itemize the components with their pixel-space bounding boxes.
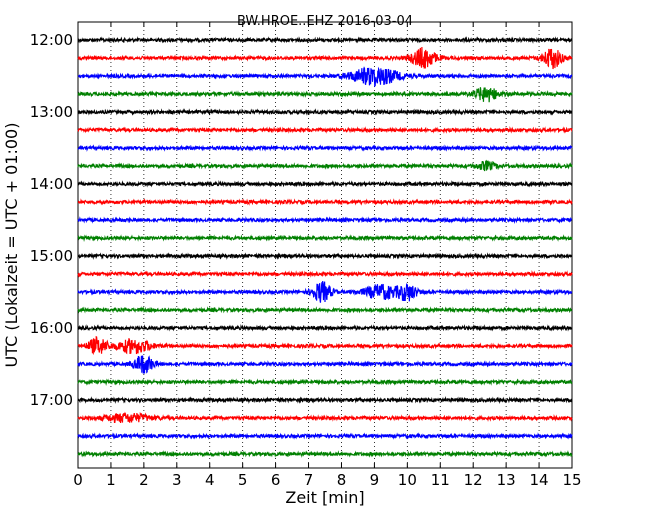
trace-1745: [77, 450, 573, 458]
x-tick-label: 11: [431, 471, 450, 489]
x-tick-label: 12: [464, 471, 483, 489]
trace-1545: [77, 306, 573, 314]
x-tick-label: 4: [205, 471, 215, 489]
x-tick-label: 0: [73, 471, 83, 489]
trace-1215: [77, 46, 573, 70]
x-tick-label: 15: [562, 471, 581, 489]
y-axis-label: UTC (Lokalzeit = UTC + 01:00): [2, 123, 21, 368]
trace-1200: [77, 36, 573, 44]
y-tick-label: 16:00: [30, 319, 73, 337]
y-axis-ticks: 12:00 13:00 14:00 15:00 16:00 17:00: [30, 31, 572, 409]
x-tick-label: 8: [337, 471, 347, 489]
seismogram-traces: [77, 36, 573, 458]
y-tick-label: 14:00: [30, 175, 73, 193]
x-tick-label: 6: [271, 471, 281, 489]
trace-1715: [77, 411, 573, 424]
x-tick-label: 13: [497, 471, 516, 489]
trace-1730: [77, 432, 573, 440]
trace-1615: [77, 335, 573, 356]
trace-1330: [77, 144, 573, 152]
y-tick-label: 13:00: [30, 103, 73, 121]
trace-1415: [77, 198, 573, 206]
x-tick-label: 5: [238, 471, 248, 489]
x-axis-label: Zeit [min]: [285, 488, 364, 507]
trace-1630: [77, 355, 573, 374]
trace-1500: [77, 252, 573, 260]
trace-1600: [77, 324, 573, 332]
trace-1345: [77, 159, 573, 172]
trace-1530: [77, 281, 573, 303]
trace-1645: [77, 378, 573, 386]
y-tick-label: 12:00: [30, 31, 73, 49]
x-tick-label: 9: [370, 471, 380, 489]
trace-1400: [77, 180, 573, 188]
x-axis-ticks: 0 1 2 3 4 5 6 7 8 9 10 11 12 13 14 15: [73, 22, 582, 489]
x-tick-label: 2: [139, 471, 149, 489]
trace-1430: [77, 216, 573, 224]
x-tick-label: 3: [172, 471, 182, 489]
trace-1245: [77, 87, 573, 103]
trace-1300: [77, 108, 573, 116]
trace-1515: [77, 270, 573, 278]
trace-1230: [77, 66, 573, 88]
x-tick-label: 7: [304, 471, 314, 489]
x-tick-label: 14: [530, 471, 549, 489]
x-tick-label: 10: [398, 471, 417, 489]
trace-1700: [77, 396, 573, 404]
y-tick-label: 15:00: [30, 247, 73, 265]
x-tick-label: 1: [106, 471, 116, 489]
plot-area: [77, 21, 573, 469]
trace-1315: [77, 126, 573, 134]
trace-1445: [77, 234, 573, 242]
y-tick-label: 17:00: [30, 391, 73, 409]
